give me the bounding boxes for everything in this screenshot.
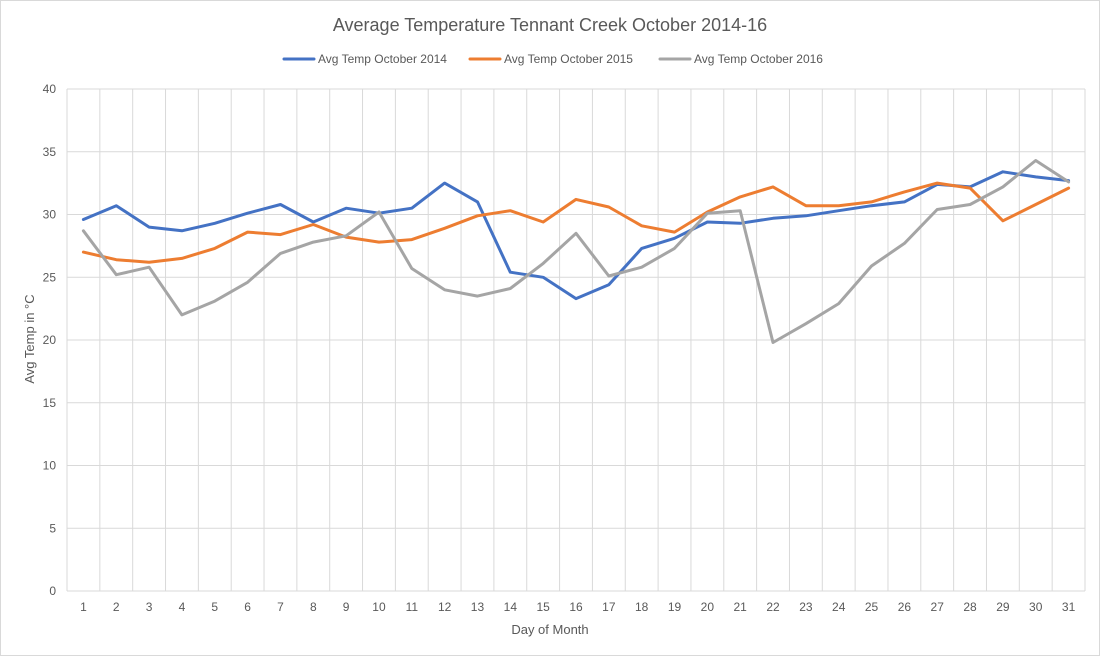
y-tick-label: 15 bbox=[43, 396, 57, 410]
series-line-2 bbox=[81, 181, 1071, 264]
x-tick-label: 31 bbox=[1062, 600, 1076, 614]
y-tick-label: 0 bbox=[49, 584, 56, 598]
x-tick-label: 4 bbox=[179, 600, 186, 614]
x-tick-label: 27 bbox=[931, 600, 945, 614]
x-tick-label: 11 bbox=[406, 600, 419, 614]
y-tick-label: 10 bbox=[43, 459, 57, 473]
x-tick-label: 13 bbox=[471, 600, 485, 614]
x-tick-label: 2 bbox=[113, 600, 120, 614]
x-tick-label: 24 bbox=[832, 600, 846, 614]
x-tick-label: 19 bbox=[668, 600, 682, 614]
x-axis-ticks: 1 2 3 4 5 6 7 8 9 10 11 12 13 14 15 16 17 18 19 20 21 22 23 24 2… bbox=[80, 600, 1075, 614]
y-tick-label: 20 bbox=[43, 333, 57, 347]
legend-label-2: Avg Temp October 2015 bbox=[504, 52, 633, 66]
x-tick-label: 10 bbox=[372, 600, 386, 614]
y-tick-label: 35 bbox=[43, 145, 57, 159]
x-tick-label: 9 bbox=[343, 600, 350, 614]
x-tick-label: 15 bbox=[536, 600, 550, 614]
y-axis-ticks: 0 5 10 15 20 25 30 35 40 bbox=[43, 82, 57, 598]
x-tick-label: 25 bbox=[865, 600, 879, 614]
x-tick-label: 12 bbox=[438, 600, 452, 614]
x-tick-label: 20 bbox=[701, 600, 715, 614]
legend-label-1: Avg Temp October 2014 bbox=[318, 52, 447, 66]
x-tick-label: 29 bbox=[996, 600, 1010, 614]
gridlines bbox=[66, 88, 1086, 592]
y-axis-label: Avg Temp in °C bbox=[22, 294, 37, 383]
x-axis-label: Day of Month bbox=[511, 622, 588, 637]
x-tick-label: 6 bbox=[244, 600, 251, 614]
legend-label-3: Avg Temp October 2016 bbox=[694, 52, 823, 66]
x-tick-label: 14 bbox=[504, 600, 518, 614]
chart-title: Average Temperature Tennant Creek Octobe… bbox=[333, 15, 767, 35]
x-tick-label: 17 bbox=[602, 600, 616, 614]
x-tick-label: 5 bbox=[211, 600, 218, 614]
series-line-3 bbox=[81, 159, 1071, 344]
x-tick-label: 18 bbox=[635, 600, 649, 614]
x-tick-label: 22 bbox=[766, 600, 780, 614]
y-tick-label: 25 bbox=[43, 270, 57, 284]
x-tick-label: 30 bbox=[1029, 600, 1043, 614]
x-tick-label: 16 bbox=[569, 600, 583, 614]
x-tick-label: 23 bbox=[799, 600, 813, 614]
x-tick-label: 21 bbox=[734, 600, 748, 614]
y-tick-label: 5 bbox=[49, 521, 56, 535]
series-line-1 bbox=[81, 170, 1071, 301]
x-tick-label: 26 bbox=[898, 600, 912, 614]
x-tick-label: 7 bbox=[277, 600, 284, 614]
x-tick-label: 8 bbox=[310, 600, 317, 614]
y-tick-label: 40 bbox=[43, 82, 57, 96]
legend: Avg Temp October 2014 Avg Temp October 20… bbox=[282, 52, 823, 66]
x-tick-label: 3 bbox=[146, 600, 153, 614]
series-lines bbox=[81, 159, 1071, 344]
x-tick-label: 1 bbox=[80, 600, 87, 614]
x-tick-label: 28 bbox=[963, 600, 977, 614]
y-tick-label: 30 bbox=[43, 208, 57, 222]
